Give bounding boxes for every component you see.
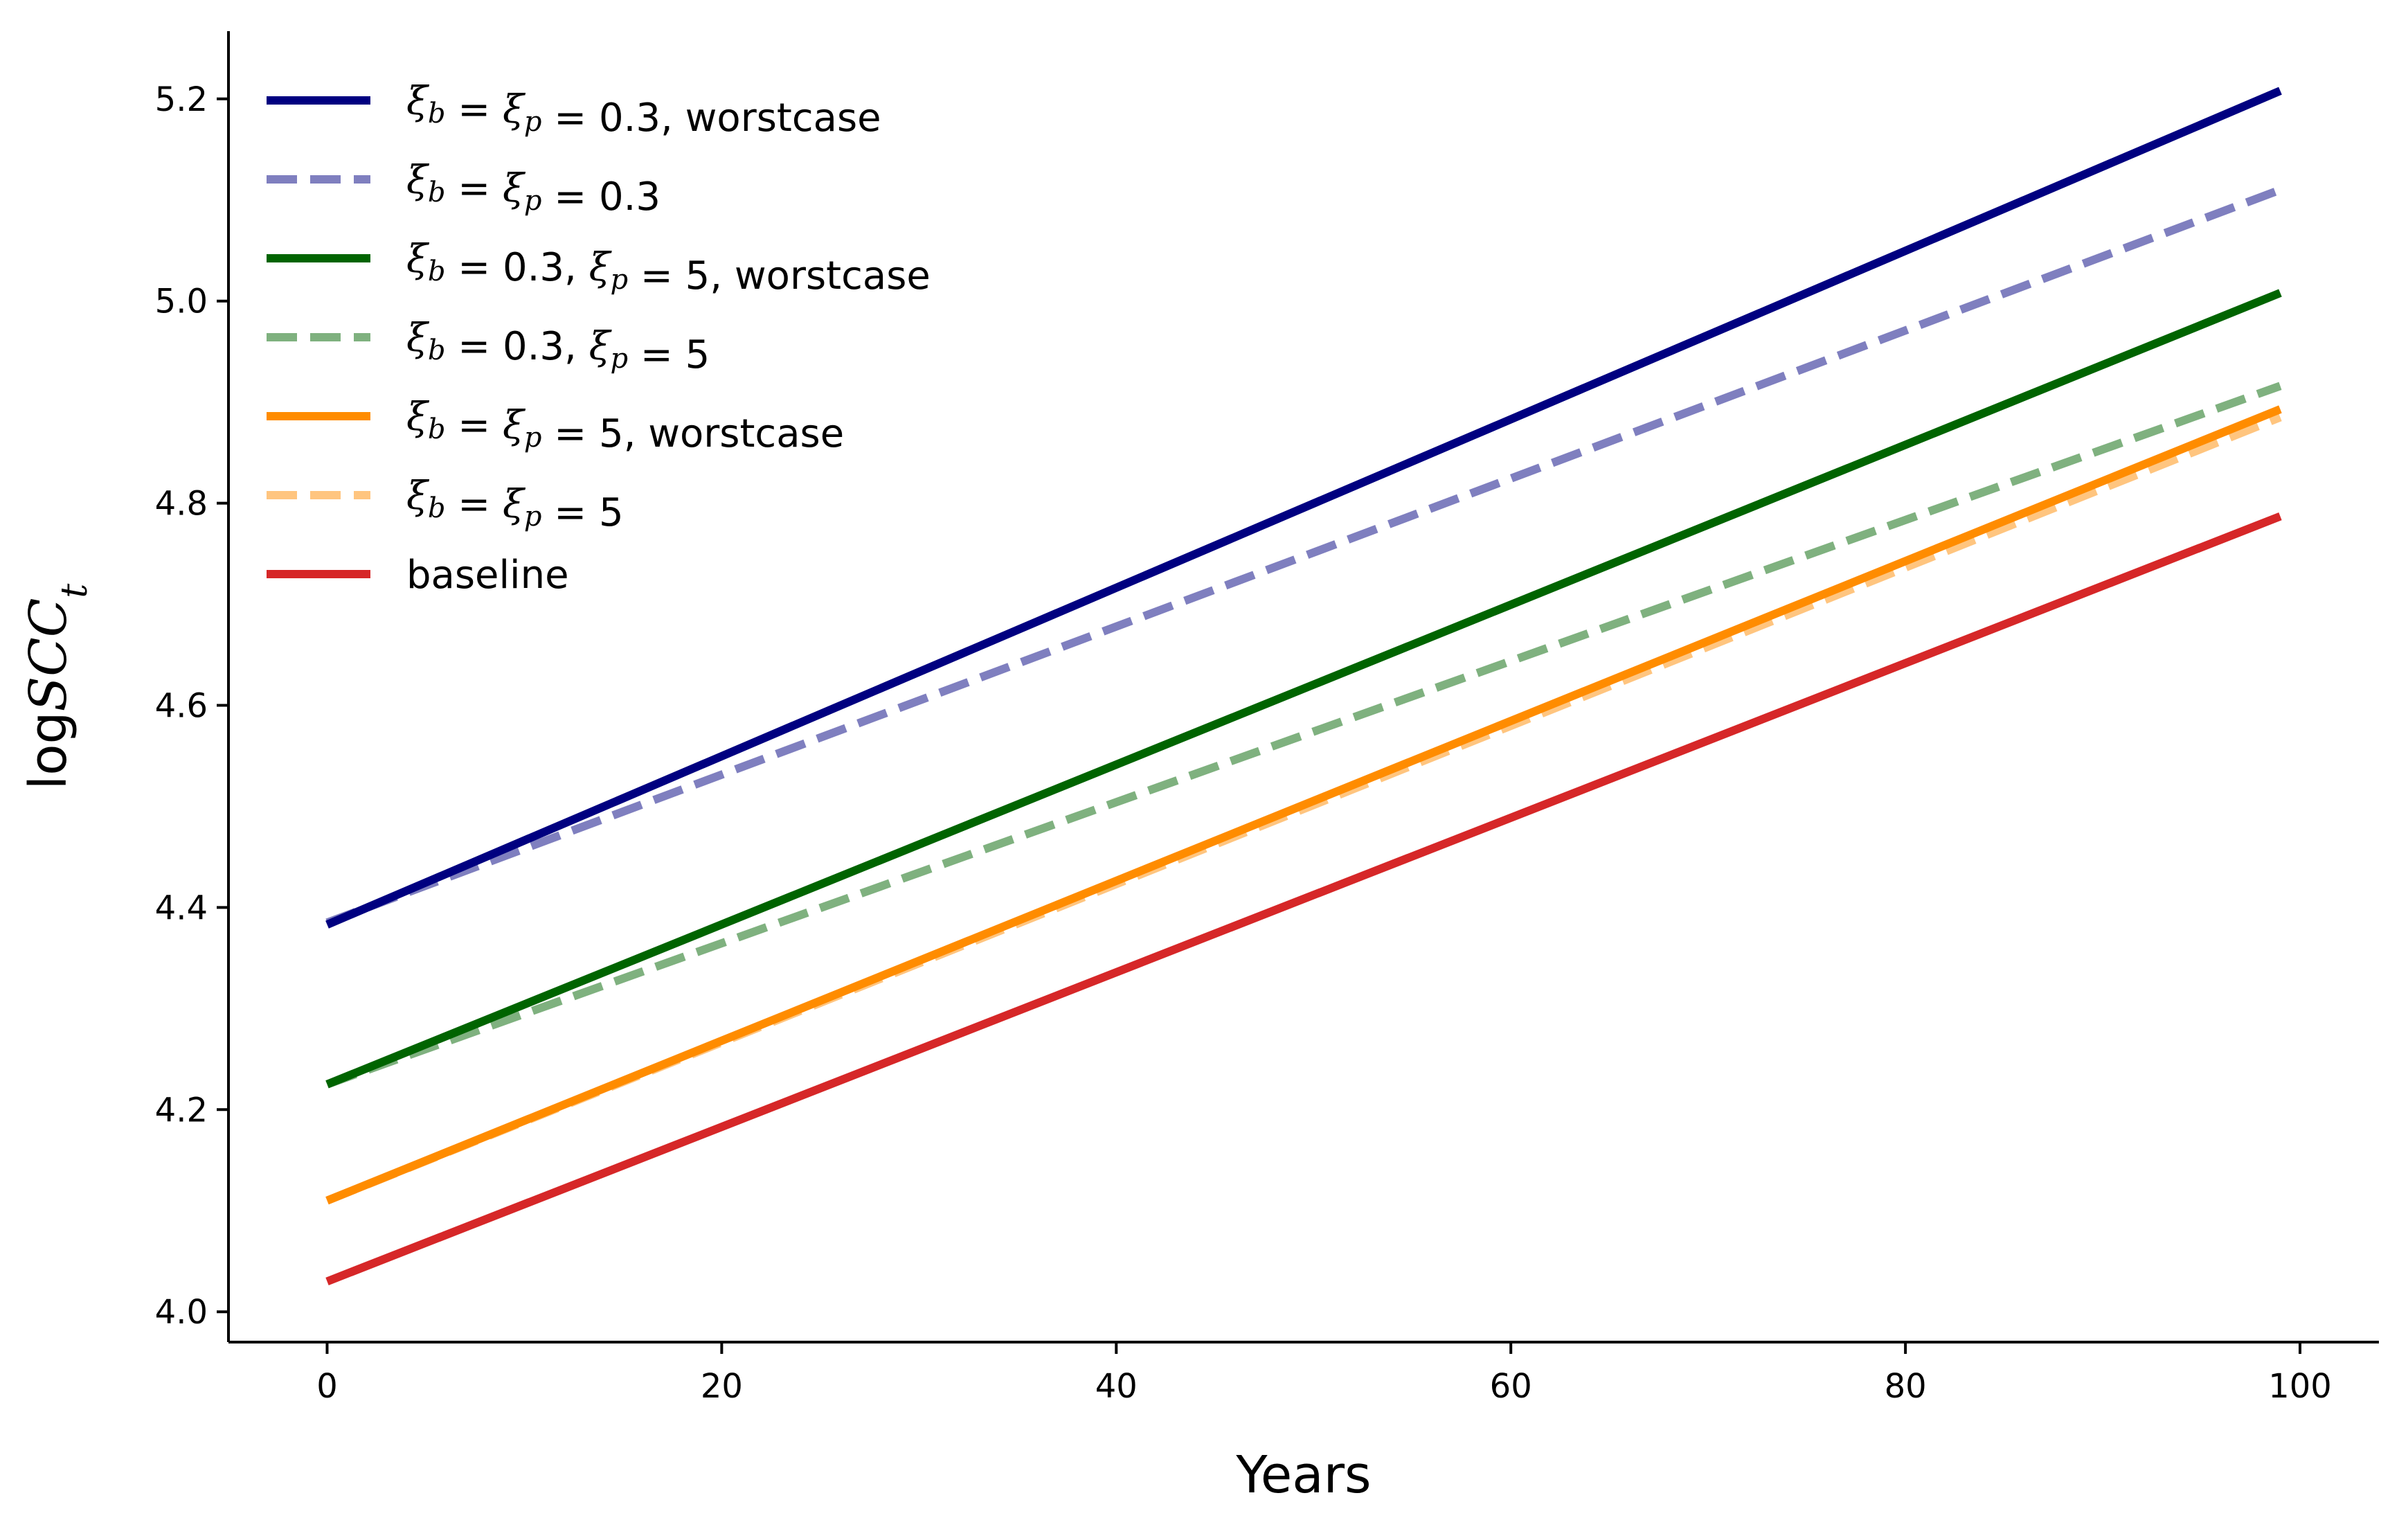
x-tick-label: 20 [701, 1367, 743, 1406]
y-tick-label: 4.4 [155, 888, 208, 927]
series-line-7 [325, 512, 2282, 1285]
legend-label: ξb = ξp = 0.3, worstcase [406, 79, 881, 141]
y-tick-label: 5.2 [155, 80, 208, 119]
legend-label: ξb = 0.3, ξp = 5 [406, 316, 710, 377]
x-tick-label: 100 [2268, 1367, 2332, 1406]
ticks: 0 20 40 60 80 100 4.0 4.2 4.4 4.6 4.8 5.0 5.2 [155, 80, 2332, 1406]
legend-item-5: ξb = ξp = 5, worstcase [267, 395, 844, 456]
x-axis-label: Years [1235, 1445, 1371, 1505]
y-tick-label: 4.2 [155, 1091, 208, 1129]
series-line-3 [325, 289, 2282, 1089]
plot-lines [325, 87, 2282, 1285]
y-tick-label: 4.8 [155, 485, 208, 524]
y-axis-label: logSCCt [19, 584, 96, 790]
legend-label: ξb = 0.3, ξp = 5, worstcase [406, 237, 931, 298]
y-tick-label: 4.6 [155, 687, 208, 726]
legend-label: ξb = ξp = 5 [406, 474, 624, 535]
x-tick-label: 60 [1490, 1367, 1532, 1406]
legend-item-4: ξb = 0.3, ξp = 5 [267, 316, 710, 377]
axes [227, 31, 2379, 1343]
legend-item-3: ξb = 0.3, ξp = 5, worstcase [267, 237, 931, 298]
legend-item-1: ξb = ξp = 0.3, worstcase [267, 79, 881, 141]
legend-label: baseline [406, 553, 569, 598]
x-tick-label: 40 [1095, 1367, 1138, 1406]
legend-label: ξb = ξp = 0.3 [406, 158, 661, 220]
legend-label: ξb = ξp = 5, worstcase [406, 395, 844, 456]
legend-item-2: ξb = ξp = 0.3 [267, 158, 661, 220]
series-line-1 [325, 87, 2282, 929]
y-tick-label: 4.0 [155, 1293, 208, 1332]
y-tick-label: 5.0 [155, 283, 208, 321]
series-line-6 [325, 413, 2282, 1205]
x-tick-label: 0 [316, 1367, 338, 1406]
legend: ξb = ξp = 0.3, worstcase ξb = ξp = 0.3 ξb … [267, 79, 931, 598]
x-tick-label: 80 [1885, 1367, 1927, 1406]
legend-item-6: ξb = ξp = 5 [267, 474, 624, 535]
legend-item-7: baseline [267, 553, 569, 598]
series-line-4 [325, 382, 2282, 1089]
